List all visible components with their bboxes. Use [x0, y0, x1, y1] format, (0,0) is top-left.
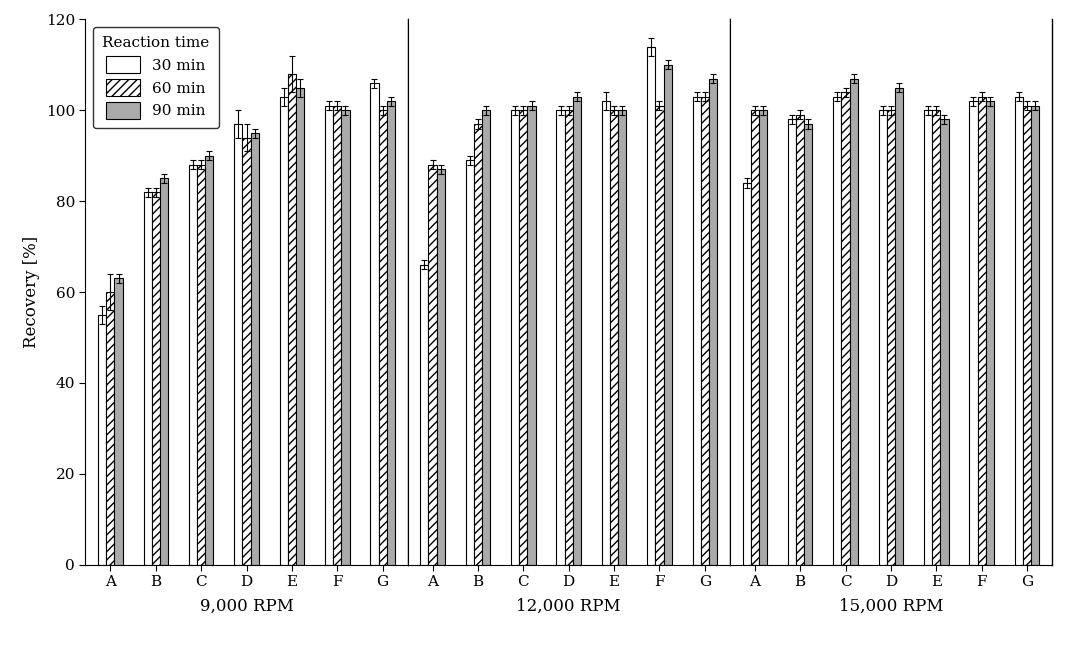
Bar [742, 183, 751, 565]
Bar [895, 88, 904, 565]
Bar [287, 74, 296, 565]
Bar [751, 110, 759, 565]
Bar [333, 106, 342, 565]
Bar [198, 165, 205, 565]
Bar [143, 192, 152, 565]
Bar [378, 110, 387, 565]
Bar [759, 110, 767, 565]
Bar [986, 101, 994, 565]
Bar [940, 119, 948, 565]
Bar [242, 138, 251, 565]
Bar [879, 110, 886, 565]
Bar [1023, 106, 1031, 565]
Bar [296, 88, 304, 565]
Bar [421, 265, 428, 565]
Bar [519, 110, 528, 565]
Bar [428, 165, 437, 565]
Bar [656, 106, 663, 565]
Bar [482, 110, 490, 565]
Bar [833, 97, 842, 565]
Bar [663, 65, 672, 565]
Bar [98, 315, 107, 565]
Bar [572, 97, 581, 565]
Bar [251, 133, 258, 565]
Bar [342, 110, 349, 565]
Bar [152, 192, 160, 565]
Bar [1031, 106, 1039, 565]
Bar [709, 79, 717, 565]
Bar [796, 115, 804, 565]
Bar [528, 106, 535, 565]
Bar [556, 110, 565, 565]
Bar [565, 110, 572, 565]
Bar [280, 97, 287, 565]
Bar [692, 97, 701, 565]
X-axis label: 12,000 RPM: 12,000 RPM [517, 597, 621, 615]
Bar [387, 101, 395, 565]
Bar [114, 278, 123, 565]
Bar [932, 110, 940, 565]
Bar [618, 110, 626, 565]
Bar [886, 110, 895, 565]
Bar [437, 169, 445, 565]
Bar [107, 292, 114, 565]
Bar [804, 124, 813, 565]
Bar [850, 79, 858, 565]
Bar [970, 101, 977, 565]
Y-axis label: Recovery [%]: Recovery [%] [23, 236, 41, 348]
Bar [788, 119, 796, 565]
Bar [647, 47, 656, 565]
Legend: 30 min, 60 min, 90 min: 30 min, 60 min, 90 min [93, 27, 219, 128]
Bar [842, 92, 850, 565]
Bar [512, 110, 519, 565]
Bar [325, 106, 333, 565]
Bar [234, 124, 242, 565]
Bar [610, 110, 618, 565]
Bar [160, 178, 168, 565]
Bar [466, 160, 474, 565]
Bar [474, 124, 482, 565]
X-axis label: 15,000 RPM: 15,000 RPM [838, 597, 943, 615]
Bar [924, 110, 932, 565]
Bar [1015, 97, 1023, 565]
Bar [602, 101, 610, 565]
Bar [977, 97, 986, 565]
Bar [701, 97, 709, 565]
X-axis label: 9,000 RPM: 9,000 RPM [200, 597, 294, 615]
Bar [189, 165, 198, 565]
Bar [205, 156, 214, 565]
Bar [371, 83, 378, 565]
